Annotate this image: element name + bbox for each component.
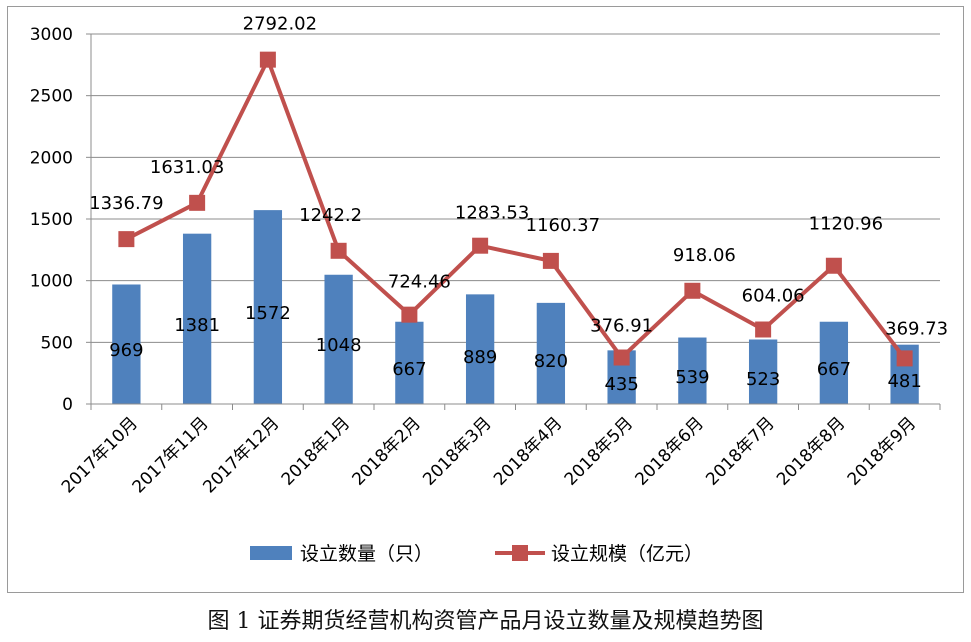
line-data-label: 1283.53 xyxy=(455,203,529,224)
line-point xyxy=(259,51,276,68)
line-point xyxy=(896,350,913,367)
bar xyxy=(253,210,283,404)
x-tick-label: 2018年8月 xyxy=(773,413,849,489)
x-tick-label: 2018年4月 xyxy=(490,413,566,489)
bar xyxy=(112,284,141,404)
line-data-label: 2792.02 xyxy=(243,14,317,35)
line-data-label: 1631.03 xyxy=(150,157,224,178)
y-tick-label: 500 xyxy=(41,333,73,353)
line-point xyxy=(542,252,559,269)
legend-label: 设立数量（只） xyxy=(300,543,433,565)
y-tick-label: 1000 xyxy=(30,272,73,292)
line-data-label: 1120.96 xyxy=(809,214,883,235)
bar-data-label: 820 xyxy=(534,351,568,372)
x-tick-label: 2018年9月 xyxy=(844,413,920,489)
bar-data-label: 1381 xyxy=(174,315,220,336)
x-tick-label: 2018年2月 xyxy=(348,413,424,489)
y-tick-label: 1500 xyxy=(30,210,73,230)
legend-marker-swatch xyxy=(512,545,528,561)
bar-data-label: 523 xyxy=(746,369,780,390)
bar xyxy=(182,233,212,404)
line-point xyxy=(472,237,489,254)
line-point xyxy=(330,242,347,259)
x-tick-label: 2018年6月 xyxy=(631,413,707,489)
x-tick-label: 2018年1月 xyxy=(278,413,354,489)
x-tick-label: 2018年5月 xyxy=(561,413,637,489)
line-data-label: 376.91 xyxy=(590,316,653,337)
bar-data-label: 667 xyxy=(392,359,426,380)
chart-frame: 969 1381 1572 1048 667 889 820 435 539 523 667 481 1… xyxy=(7,6,964,593)
line-point xyxy=(613,349,630,366)
bar-data-label: 435 xyxy=(604,374,638,395)
y-tick-label: 3000 xyxy=(30,25,73,45)
line-point xyxy=(825,257,842,274)
x-tick-label: 2018年3月 xyxy=(419,413,495,489)
line-data-label: 604.06 xyxy=(742,285,805,306)
y-tick-label: 2000 xyxy=(30,148,73,168)
bar xyxy=(536,302,566,404)
line-point xyxy=(684,282,701,299)
x-tick-label: 2017年12月 xyxy=(199,413,283,497)
bar-data-label: 1048 xyxy=(316,335,362,356)
line-data-label: 724.46 xyxy=(388,272,451,293)
series-line xyxy=(125,57,907,360)
line-point xyxy=(189,194,206,211)
figure-caption: 图 1 证券期货经营机构资管产品月设立数量及规模趋势图 xyxy=(207,609,764,634)
bar xyxy=(819,321,849,404)
bar-data-label: 889 xyxy=(463,347,497,368)
y-tick-label: 2500 xyxy=(30,87,73,107)
bar xyxy=(395,321,424,404)
chart-svg: 969 1381 1572 1048 667 889 820 435 539 523 667 481 1… xyxy=(30,14,948,565)
line-point xyxy=(401,306,418,323)
bar xyxy=(324,274,353,404)
legend-label: 设立规模（亿元） xyxy=(551,543,703,565)
bar xyxy=(465,294,495,404)
legend-bar-swatch xyxy=(250,546,292,560)
line-data-label: 1336.79 xyxy=(89,193,163,214)
y-tick-label: 0 xyxy=(62,395,73,415)
line-data-label: 369.73 xyxy=(885,318,948,339)
line-point xyxy=(118,231,135,248)
line-data-label: 918.06 xyxy=(673,245,736,266)
bar-data-label: 481 xyxy=(887,371,921,392)
bar xyxy=(748,339,778,404)
line-point xyxy=(755,321,772,338)
bar-data-label: 969 xyxy=(109,340,143,361)
x-tick-label: 2018年7月 xyxy=(702,413,778,489)
line-data-label: 1242.2 xyxy=(299,205,362,226)
bar-data-label: 539 xyxy=(675,367,709,388)
line-data-label: 1160.37 xyxy=(526,215,600,236)
bar-data-label: 1572 xyxy=(245,303,291,324)
bar xyxy=(678,337,707,404)
bar-data-label: 667 xyxy=(817,359,851,380)
